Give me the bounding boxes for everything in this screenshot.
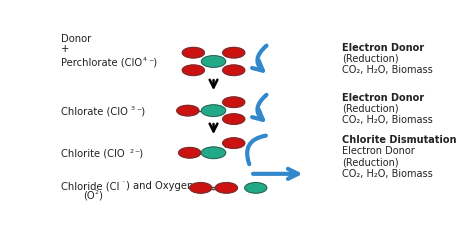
- Text: (Reduction): (Reduction): [342, 157, 399, 167]
- Text: Chlorite Dismutation: Chlorite Dismutation: [342, 134, 456, 144]
- Text: +: +: [61, 44, 70, 54]
- Circle shape: [201, 57, 226, 68]
- Text: (Reduction): (Reduction): [342, 104, 399, 114]
- Circle shape: [223, 138, 245, 149]
- Text: CO₂, H₂O, Biomass: CO₂, H₂O, Biomass: [342, 65, 433, 75]
- Text: ⁻: ⁻: [122, 180, 125, 185]
- Circle shape: [201, 105, 226, 117]
- Circle shape: [223, 98, 245, 108]
- Circle shape: [182, 48, 204, 59]
- Circle shape: [177, 106, 199, 116]
- Circle shape: [245, 183, 267, 193]
- Circle shape: [182, 66, 204, 76]
- Circle shape: [201, 147, 226, 159]
- Text: Electron Donor: Electron Donor: [342, 42, 424, 52]
- Text: (Reduction): (Reduction): [342, 54, 399, 64]
- Circle shape: [223, 114, 245, 125]
- Text: 2: 2: [95, 190, 99, 195]
- Text: Chloride (Cl: Chloride (Cl: [61, 180, 119, 190]
- Text: ⁻): ⁻): [137, 106, 146, 116]
- Circle shape: [223, 66, 245, 76]
- Text: CO₂, H₂O, Biomass: CO₂, H₂O, Biomass: [342, 115, 433, 125]
- Text: ) and Oxygen: ) and Oxygen: [126, 180, 193, 190]
- Text: 2: 2: [129, 148, 133, 153]
- Text: Chlorate (ClO: Chlorate (ClO: [61, 106, 128, 116]
- Text: ⁻): ⁻): [135, 148, 144, 158]
- Text: Electron Donor: Electron Donor: [342, 92, 424, 102]
- Text: 3: 3: [131, 106, 135, 111]
- Circle shape: [223, 48, 245, 59]
- Text: ): ): [98, 190, 102, 200]
- Text: Electron Donor: Electron Donor: [342, 146, 415, 155]
- Text: Perchlorate (ClO: Perchlorate (ClO: [61, 57, 142, 67]
- Circle shape: [215, 183, 237, 193]
- Circle shape: [179, 148, 201, 158]
- Text: Donor: Donor: [61, 34, 91, 44]
- Text: Chlorite (ClO: Chlorite (ClO: [61, 148, 125, 158]
- Text: (O: (O: [83, 190, 95, 200]
- Text: 4: 4: [143, 57, 147, 62]
- Circle shape: [190, 183, 212, 193]
- Text: CO₂, H₂O, Biomass: CO₂, H₂O, Biomass: [342, 168, 433, 178]
- Text: ⁻): ⁻): [148, 57, 158, 67]
